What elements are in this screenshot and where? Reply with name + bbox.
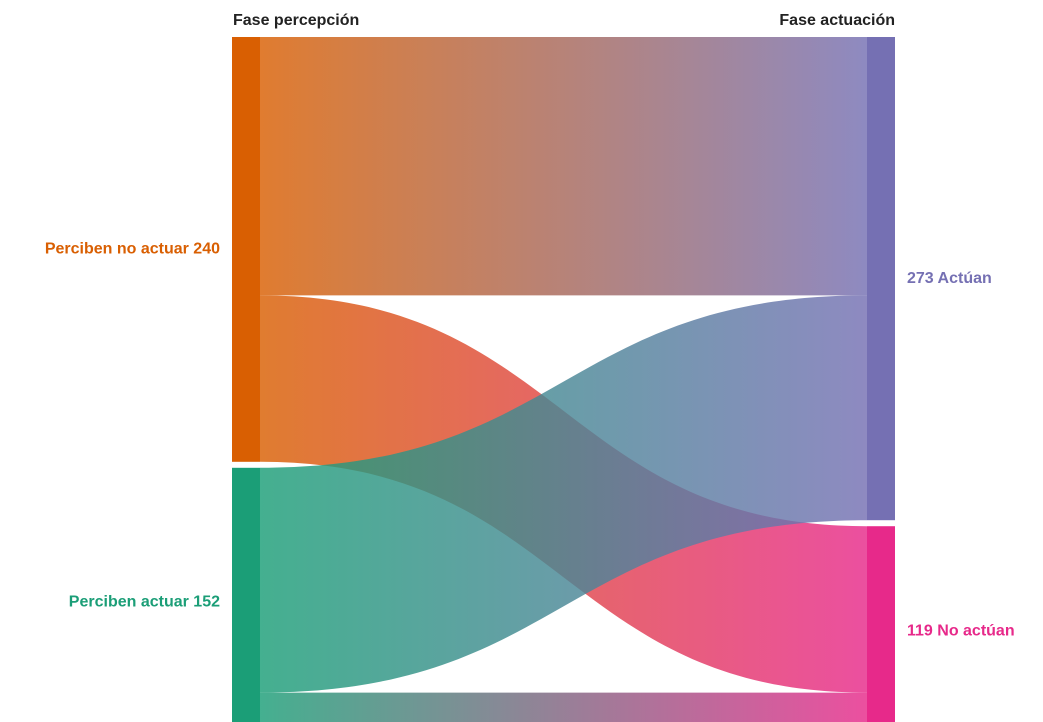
link-act-to-actuan [260,295,867,693]
stage-label-action: Fase actuación [779,12,895,29]
link-no_act-to-actuan [260,37,867,296]
node-label-actuan: 273 Actúan [907,270,992,287]
node-actuan [867,37,895,521]
node-no_act [232,37,260,462]
node-no_actuan [867,526,895,722]
node-act [232,467,260,722]
node-label-no_actuan: 119 No actúan [907,623,1015,640]
node-label-no_act: Perciben no actuar 240 [45,241,220,258]
stage-label-perception: Fase percepción [233,12,359,29]
node-label-act: Perciben actuar 152 [69,594,220,611]
link-act-to-no_actuan [260,692,867,722]
